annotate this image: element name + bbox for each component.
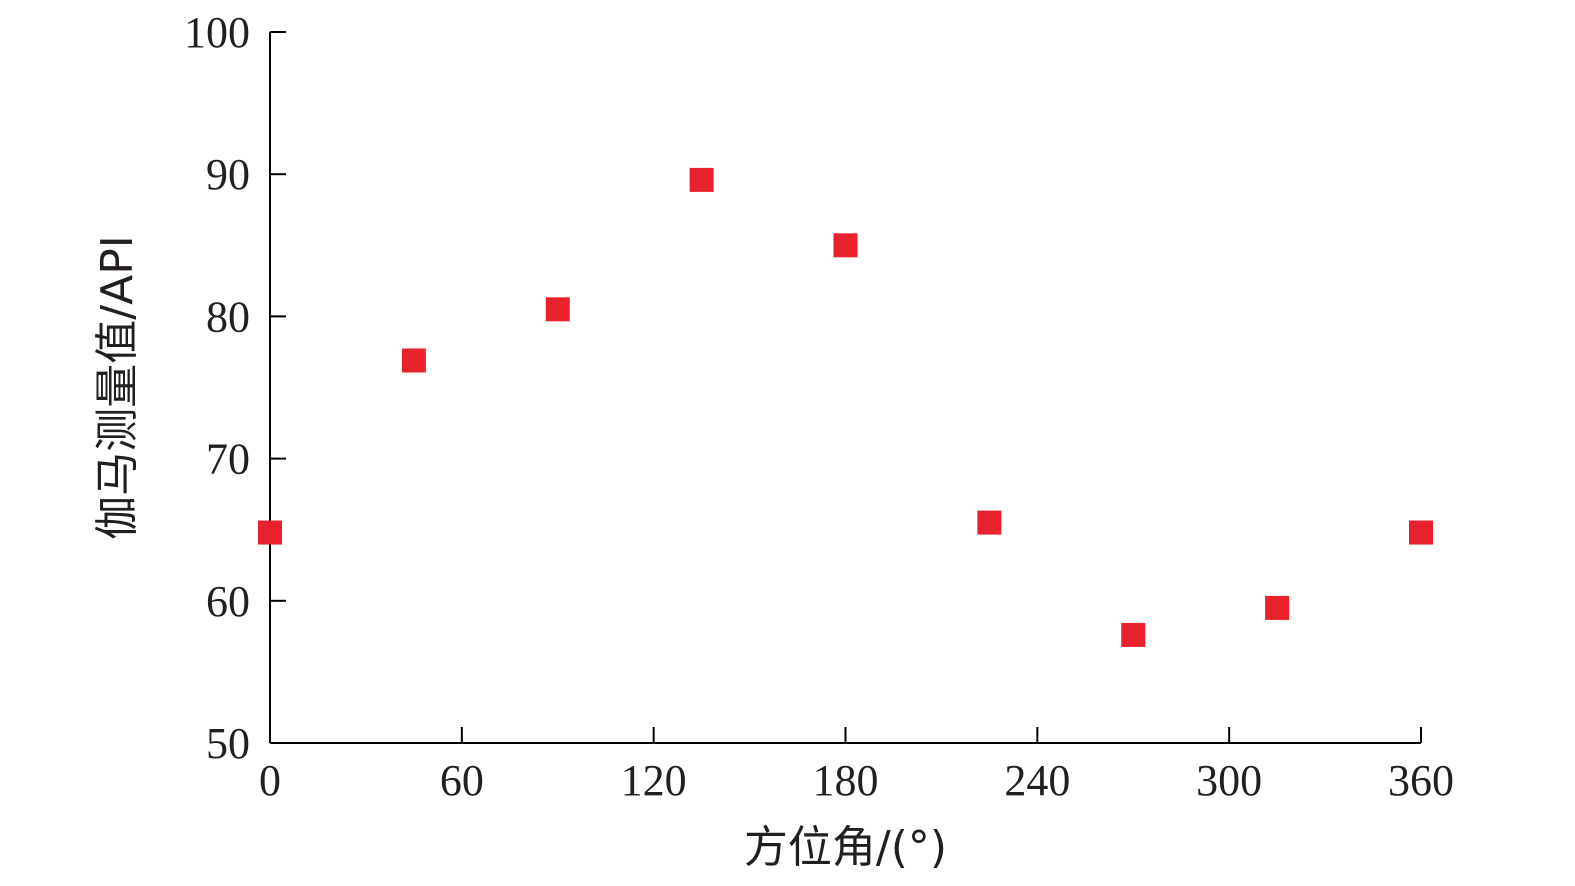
data-point xyxy=(689,167,714,192)
data-point xyxy=(401,348,426,373)
x-tick-label: 0 xyxy=(259,756,281,805)
x-tick-label: 300 xyxy=(1196,756,1262,805)
x-axis-label: 方位角/(°) xyxy=(744,822,947,873)
data-points xyxy=(258,167,1433,647)
y-tick-label: 50 xyxy=(206,719,250,768)
x-tick-label: 240 xyxy=(1004,756,1070,805)
data-point xyxy=(545,297,570,322)
data-point xyxy=(977,510,1002,535)
data-point xyxy=(1121,622,1146,647)
y-axis-label: 伽马测量值/API xyxy=(92,235,143,539)
data-point xyxy=(258,520,282,545)
y-tick-label: 100 xyxy=(184,8,250,57)
data-point xyxy=(833,233,858,258)
x-tick-label: 120 xyxy=(621,756,687,805)
y-tick-label: 60 xyxy=(206,577,250,626)
x-tick-label: 360 xyxy=(1388,756,1454,805)
data-point xyxy=(1409,520,1433,545)
axes xyxy=(269,32,1421,744)
x-ticks: 0 60 120 180 240 300 360 xyxy=(259,727,1454,805)
y-ticks: 50 60 70 80 90 100 xyxy=(184,8,286,768)
x-tick-label: 180 xyxy=(813,756,879,805)
y-tick-label: 90 xyxy=(206,150,250,199)
data-point xyxy=(1265,595,1290,620)
x-tick-label: 60 xyxy=(440,756,484,805)
y-tick-label: 80 xyxy=(206,292,250,341)
y-tick-label: 70 xyxy=(206,435,250,484)
